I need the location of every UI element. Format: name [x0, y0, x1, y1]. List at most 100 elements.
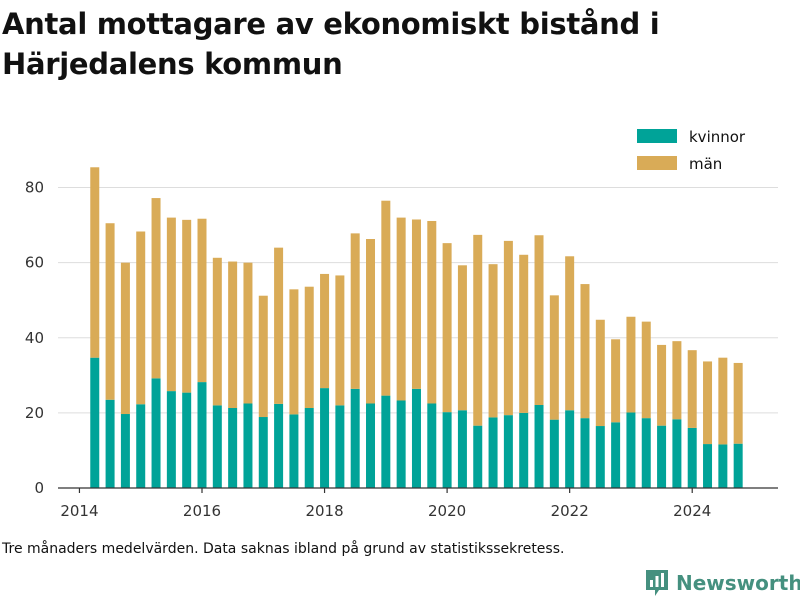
- bar-man: [565, 256, 575, 411]
- bar-man: [718, 357, 728, 445]
- y-tick-label: 20: [25, 404, 44, 422]
- bar-kvinnor: [197, 382, 207, 488]
- x-tick-label: 2022: [551, 502, 589, 520]
- bar-kvinnor: [611, 422, 621, 488]
- bar-kvinnor: [672, 419, 682, 488]
- bar-man: [120, 262, 130, 415]
- bar-chart: 0 20 40 60 80 2014 2016 2018 2020 2022 2024 kvinno…: [24, 122, 778, 520]
- bar-kvinnor: [243, 403, 253, 488]
- bar-kvinnor: [733, 443, 743, 488]
- bar-kvinnor: [105, 399, 115, 488]
- bar-kvinnor: [457, 410, 467, 488]
- bar-man: [335, 275, 345, 406]
- bar-man: [442, 243, 452, 413]
- bar-man: [641, 321, 651, 419]
- bar-man: [105, 223, 115, 400]
- bar-man: [182, 219, 192, 393]
- bar-man: [396, 217, 406, 401]
- legend-label: kvinnor: [689, 128, 746, 146]
- bar-man: [534, 235, 544, 406]
- brand-name: Newsworthy: [676, 571, 800, 595]
- bar-kvinnor: [488, 417, 498, 488]
- bar-kvinnor: [136, 404, 146, 488]
- x-tick-label: 2020: [428, 502, 466, 520]
- bar-kvinnor: [626, 412, 636, 488]
- bar-kvinnor: [366, 403, 376, 488]
- bar-man: [228, 261, 238, 409]
- bar-kvinnor: [503, 415, 513, 488]
- y-tick-label: 60: [25, 254, 44, 272]
- bar-man: [350, 233, 360, 389]
- bar-man: [197, 218, 207, 383]
- bar-man: [503, 240, 513, 416]
- bar-man: [672, 341, 682, 420]
- bar-kvinnor: [534, 405, 544, 488]
- bar-man: [427, 220, 437, 404]
- bar-kvinnor: [687, 427, 697, 488]
- bar-man: [274, 247, 284, 404]
- bar-kvinnor: [549, 419, 559, 488]
- bar-man: [733, 362, 743, 444]
- bar-man: [166, 217, 176, 392]
- bar-man: [258, 295, 268, 418]
- bar-man: [657, 344, 667, 426]
- bar-man: [595, 319, 605, 427]
- bar-man: [289, 289, 299, 415]
- bar-man: [151, 198, 161, 379]
- axes: 0 20 40 60 80 2014 2016 2018 2020 2022 2024: [25, 179, 778, 520]
- y-tick-label: 0: [34, 479, 44, 497]
- bar-kvinnor: [718, 444, 728, 488]
- bar-kvinnor: [473, 425, 483, 488]
- bar-man: [320, 273, 330, 389]
- bar-kvinnor: [411, 388, 421, 488]
- y-tick-label: 80: [25, 179, 44, 197]
- bar-kvinnor: [166, 391, 176, 488]
- newsworthy-logo-icon: [646, 570, 668, 596]
- bar-kvinnor: [274, 403, 284, 488]
- bar-kvinnor: [442, 412, 452, 488]
- brand-logo: Newsworthy: [644, 566, 800, 600]
- bar-man: [136, 231, 146, 405]
- x-tick-label: 2024: [673, 502, 711, 520]
- legend-label: män: [689, 155, 722, 173]
- bar-kvinnor: [657, 425, 667, 488]
- bar-kvinnor: [381, 395, 391, 488]
- legend-swatch: [637, 129, 677, 143]
- x-tick-label: 2018: [305, 502, 343, 520]
- x-tick-label: 2016: [183, 502, 221, 520]
- bar-kvinnor: [304, 408, 314, 488]
- bar-kvinnor: [519, 412, 529, 488]
- bar-kvinnor: [212, 405, 222, 488]
- bar-man: [366, 239, 376, 404]
- bar-kvinnor: [151, 378, 161, 488]
- bar-man: [411, 219, 421, 389]
- bar-man: [549, 295, 559, 420]
- bar-kvinnor: [258, 417, 268, 488]
- bars: [90, 167, 743, 488]
- bar-man: [90, 167, 100, 358]
- bar-man: [243, 262, 253, 404]
- bar-man: [473, 234, 483, 426]
- y-tick-label: 40: [25, 329, 44, 347]
- bar-kvinnor: [90, 357, 100, 488]
- bar-kvinnor: [565, 410, 575, 488]
- x-tick-label: 2014: [60, 502, 98, 520]
- bar-man: [703, 361, 713, 445]
- bar-man: [611, 339, 621, 423]
- bar-kvinnor: [182, 392, 192, 488]
- footnote: Tre månaders medelvärden. Data saknas ib…: [2, 541, 565, 557]
- bar-kvinnor: [350, 388, 360, 488]
- bar-man: [519, 254, 529, 413]
- bar-kvinnor: [595, 426, 605, 488]
- legend: kvinnor män: [628, 122, 766, 180]
- bar-kvinnor: [580, 418, 590, 488]
- bar-kvinnor: [120, 414, 130, 488]
- bar-man: [488, 264, 498, 418]
- chart-title: Antal mottagare av ekonomiskt bistånd i …: [2, 7, 660, 81]
- bar-man: [381, 200, 391, 396]
- bar-kvinnor: [427, 403, 437, 488]
- bar-kvinnor: [396, 400, 406, 488]
- bar-kvinnor: [703, 444, 713, 488]
- bar-man: [626, 316, 636, 413]
- bar-kvinnor: [335, 405, 345, 488]
